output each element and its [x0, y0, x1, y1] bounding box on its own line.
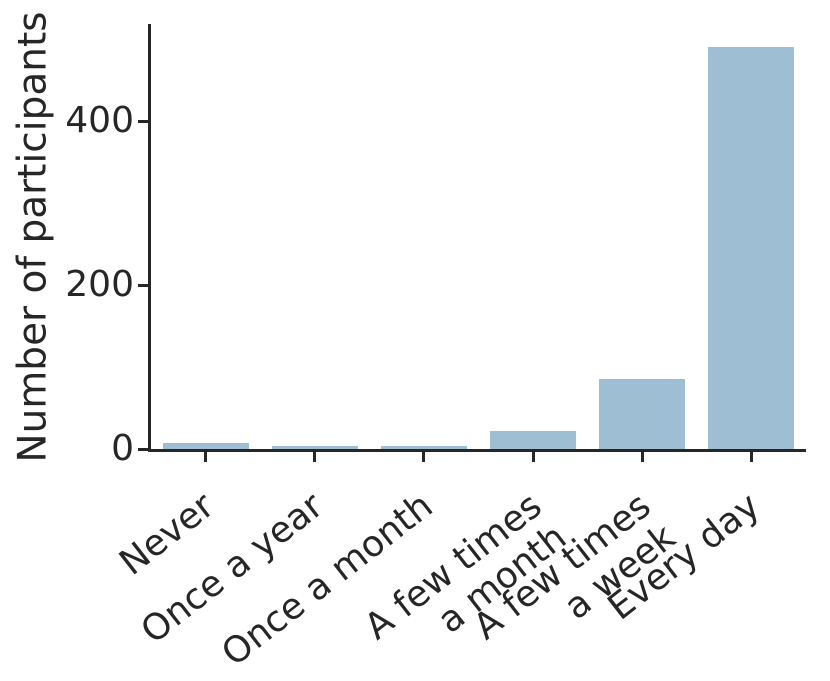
- bar-a-few-times-a-month: [490, 431, 576, 449]
- bar-every-day: [708, 47, 794, 449]
- bar-once-a-month: [381, 446, 467, 449]
- y-axis-title: Number of participants: [10, 11, 56, 463]
- y-axis-tick-label: 200: [65, 264, 134, 305]
- y-axis-tick-label: 0: [111, 428, 134, 469]
- x-axis-tick: [422, 452, 425, 462]
- x-axis-tick: [532, 452, 535, 462]
- x-axis-tick: [204, 452, 207, 462]
- y-axis-tick: [138, 448, 148, 451]
- x-axis-tick: [313, 452, 316, 462]
- bar-a-few-times-a-week: [599, 379, 685, 449]
- y-axis-tick: [138, 120, 148, 123]
- x-axis-tick: [641, 452, 644, 462]
- bar-never: [163, 443, 249, 449]
- plot-area: [148, 24, 806, 452]
- x-axis-tick: [750, 452, 753, 462]
- y-axis-tick: [138, 284, 148, 287]
- y-axis-tick-label: 400: [65, 100, 134, 141]
- bar-once-a-year: [272, 446, 358, 449]
